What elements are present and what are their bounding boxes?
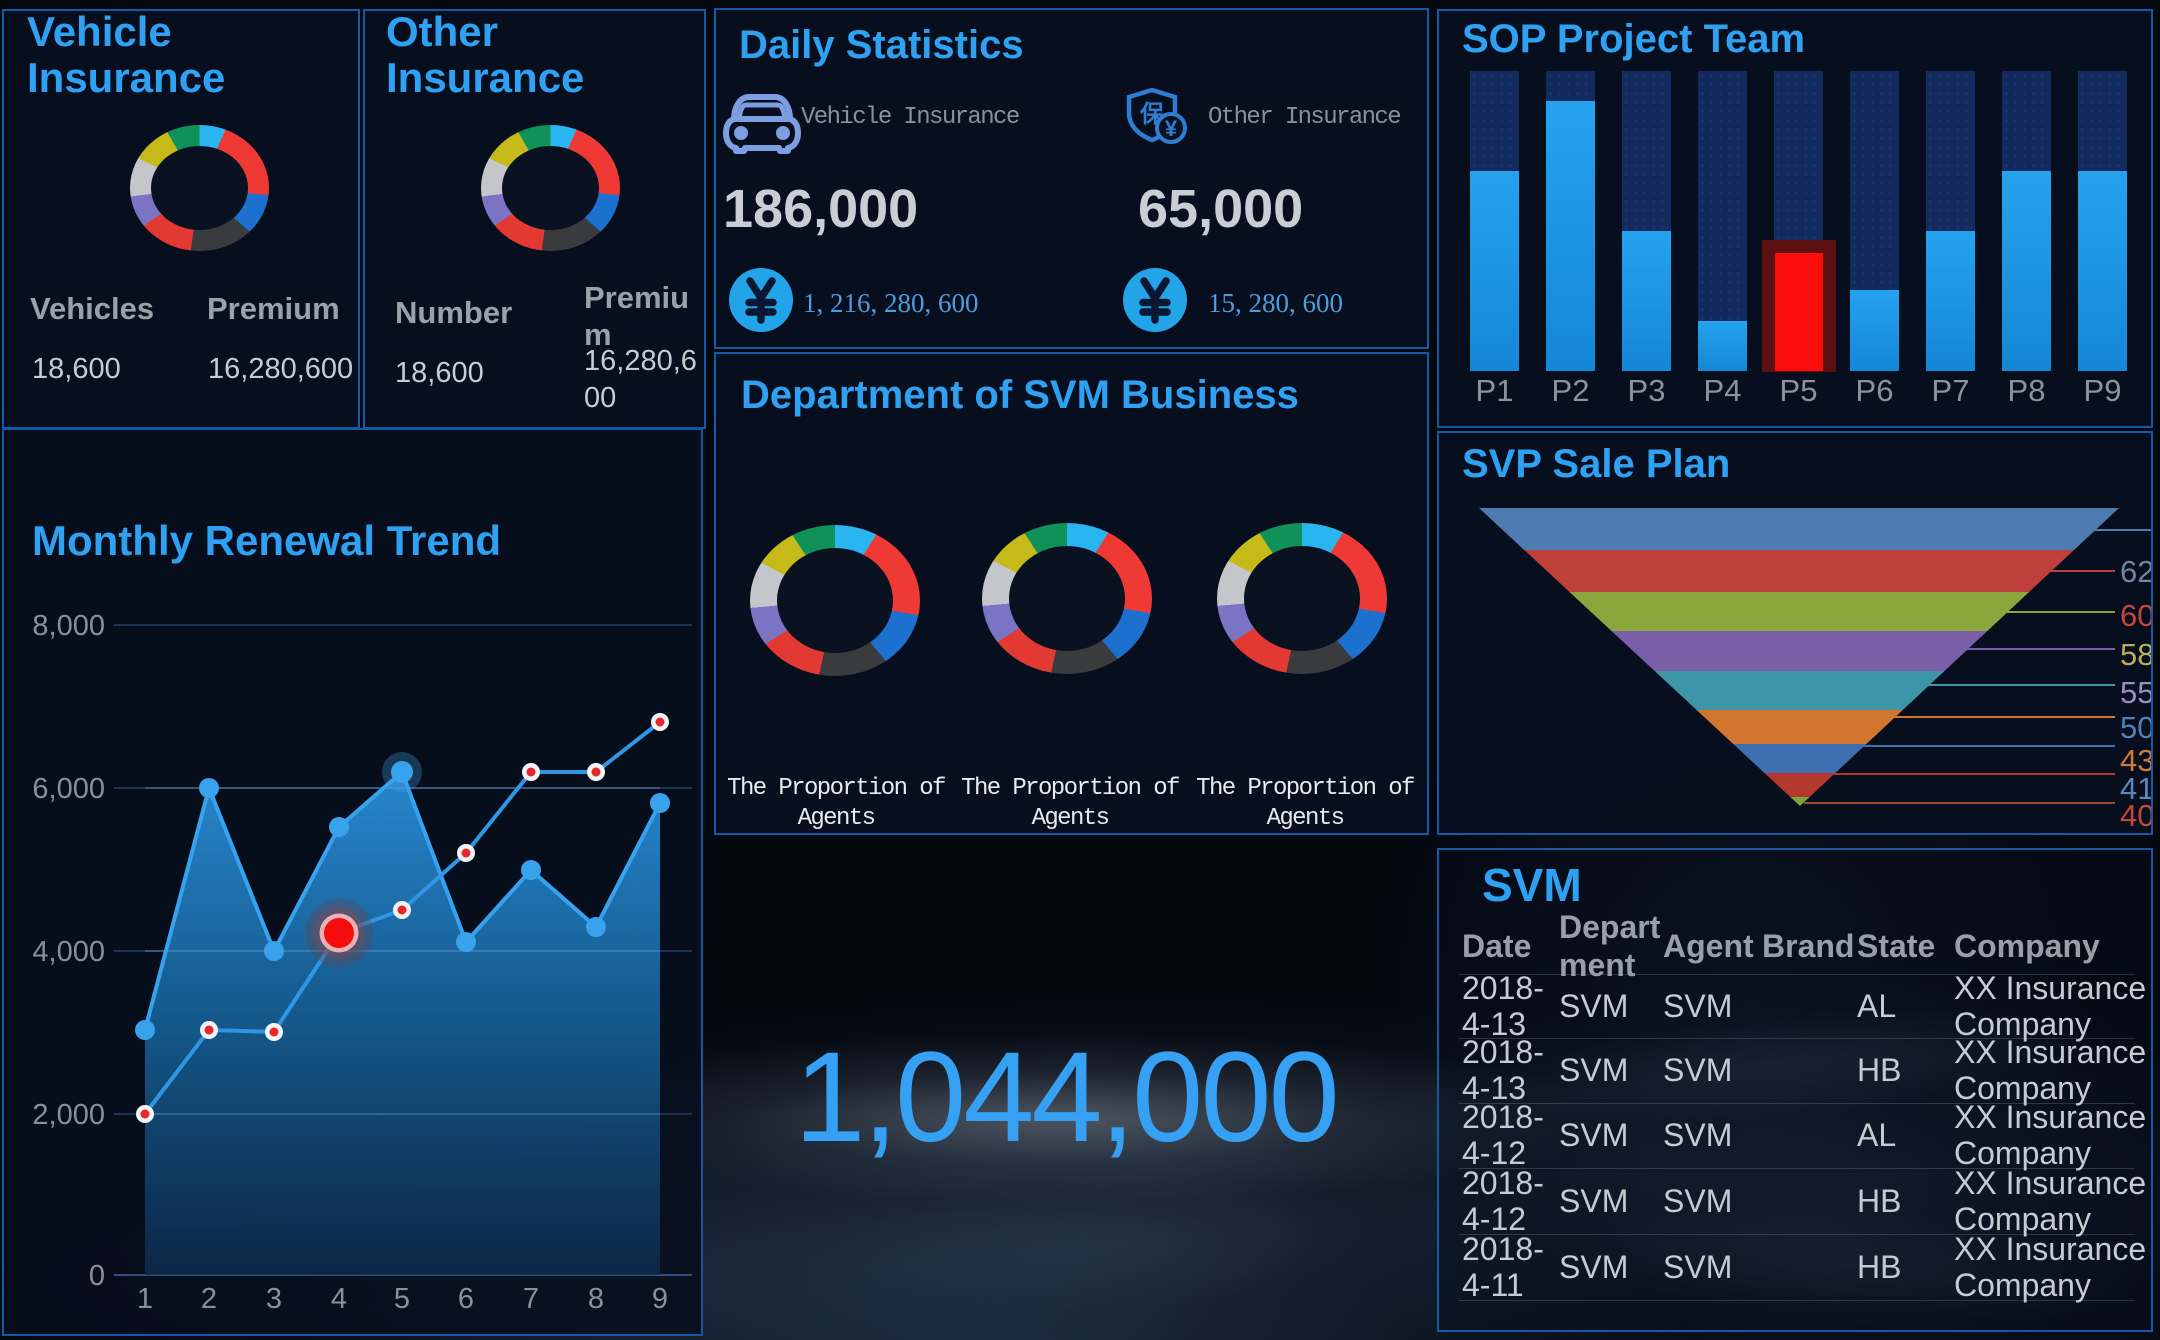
svg-text:6,000: 6,000 — [32, 773, 105, 805]
svg-text:500: 500 — [2120, 710, 2151, 745]
svg-text:¥: ¥ — [1165, 116, 1178, 141]
svg-text:600: 600 — [2120, 598, 2151, 633]
svg-text:6: 6 — [458, 1283, 474, 1315]
svg-text:410: 410 — [2120, 771, 2151, 806]
svg-text:0: 0 — [89, 1260, 105, 1292]
svg-text:580: 580 — [2120, 637, 2151, 672]
svg-text:9: 9 — [652, 1283, 668, 1315]
svg-text:2: 2 — [201, 1283, 217, 1315]
svg-text:620: 620 — [2120, 554, 2151, 589]
svg-text:8,000: 8,000 — [32, 610, 105, 642]
svg-text:2,000: 2,000 — [32, 1099, 105, 1131]
svg-text:5: 5 — [394, 1283, 410, 1315]
svg-text:7: 7 — [523, 1283, 539, 1315]
svg-text:3: 3 — [266, 1283, 282, 1315]
svg-text:4,000: 4,000 — [32, 936, 105, 968]
svg-text:400: 400 — [2120, 798, 2151, 833]
svg-text:1: 1 — [137, 1283, 153, 1315]
svg-text:430: 430 — [2120, 743, 2151, 778]
svg-text:4: 4 — [331, 1283, 347, 1315]
svg-text:8: 8 — [588, 1283, 604, 1315]
svg-text:550: 550 — [2120, 675, 2151, 710]
